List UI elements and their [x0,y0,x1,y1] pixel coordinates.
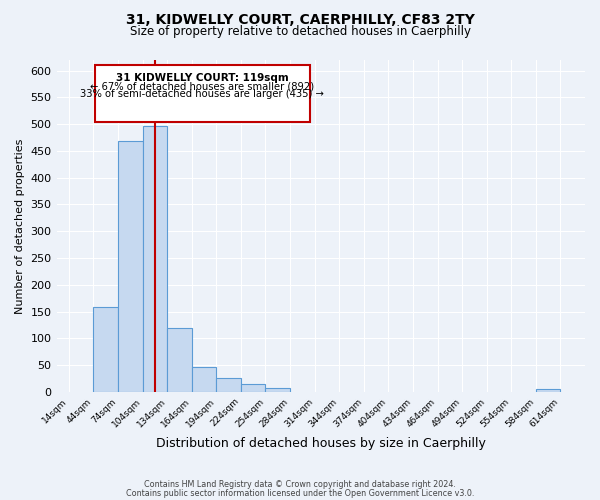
Text: 33% of semi-detached houses are larger (435) →: 33% of semi-detached houses are larger (… [80,90,325,100]
Bar [217,378,241,392]
Text: 31, KIDWELLY COURT, CAERPHILLY, CF83 2TY: 31, KIDWELLY COURT, CAERPHILLY, CF83 2TY [125,12,475,26]
Text: Contains HM Land Registry data © Crown copyright and database right 2024.: Contains HM Land Registry data © Crown c… [144,480,456,489]
Bar [94,308,118,392]
Bar [143,126,167,392]
Bar [265,388,290,392]
Bar [241,384,265,392]
Text: 31 KIDWELLY COURT: 119sqm: 31 KIDWELLY COURT: 119sqm [116,73,289,83]
Text: ← 67% of detached houses are smaller (892): ← 67% of detached houses are smaller (89… [91,82,314,92]
Bar [95,66,310,122]
X-axis label: Distribution of detached houses by size in Caerphilly: Distribution of detached houses by size … [156,437,486,450]
Bar [167,328,192,392]
Text: Contains public sector information licensed under the Open Government Licence v3: Contains public sector information licen… [126,488,474,498]
Y-axis label: Number of detached properties: Number of detached properties [15,138,25,314]
Text: Size of property relative to detached houses in Caerphilly: Size of property relative to detached ho… [130,25,470,38]
Bar [536,389,560,392]
Bar [118,141,143,392]
Bar [192,366,217,392]
